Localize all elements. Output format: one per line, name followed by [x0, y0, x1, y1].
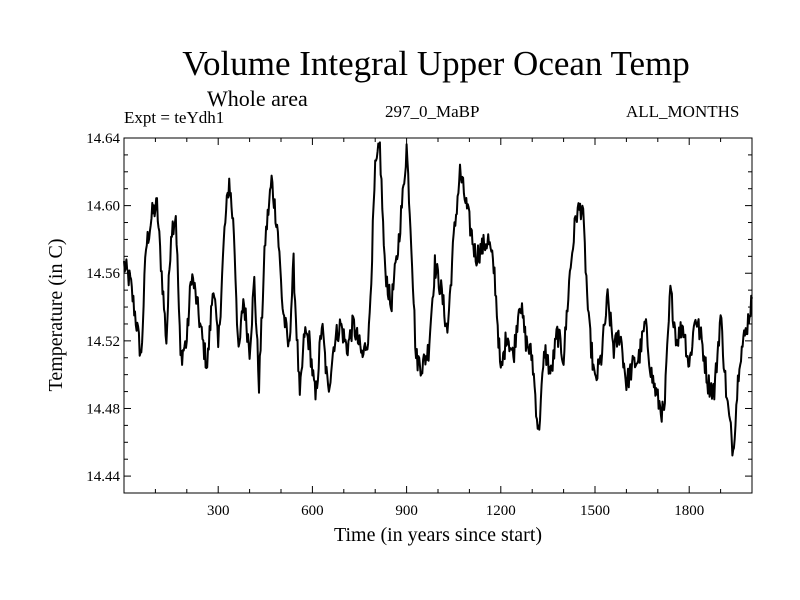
y-tick-label: 14.44 — [86, 469, 120, 485]
x-axis-label: Time (in years since start) — [334, 524, 542, 546]
chart-title: Volume Integral Upper Ocean Temp — [182, 44, 690, 83]
x-tick-label: 600 — [301, 503, 324, 519]
y-tick-label: 14.52 — [86, 334, 120, 350]
series-line — [123, 141, 753, 457]
tick-labels: 300 600 900 1200 1500 1800 14.44 14.48 14.52 14.5… — [86, 131, 704, 519]
plot-frame — [123, 137, 753, 494]
y-tick-label: 14.60 — [86, 199, 120, 215]
y-axis-label: Temperature (in C) — [45, 239, 67, 392]
tick-marks — [124, 137, 752, 494]
y-tick-label: 14.56 — [86, 266, 120, 282]
chart-subtitle: Whole area — [207, 86, 308, 111]
x-tick-label: 1500 — [580, 503, 610, 519]
experiment-label: Expt = teYdh1 — [124, 108, 225, 127]
x-tick-label: 900 — [395, 503, 418, 519]
x-tick-label: 300 — [207, 503, 230, 519]
y-tick-label: 14.48 — [86, 401, 120, 417]
x-tick-label: 1800 — [674, 503, 704, 519]
y-tick-label: 14.64 — [86, 131, 120, 147]
months-label: ALL_MONTHS — [626, 102, 740, 121]
period-label: 297_0_MaBP — [385, 102, 480, 121]
x-tick-label: 1200 — [486, 503, 516, 519]
